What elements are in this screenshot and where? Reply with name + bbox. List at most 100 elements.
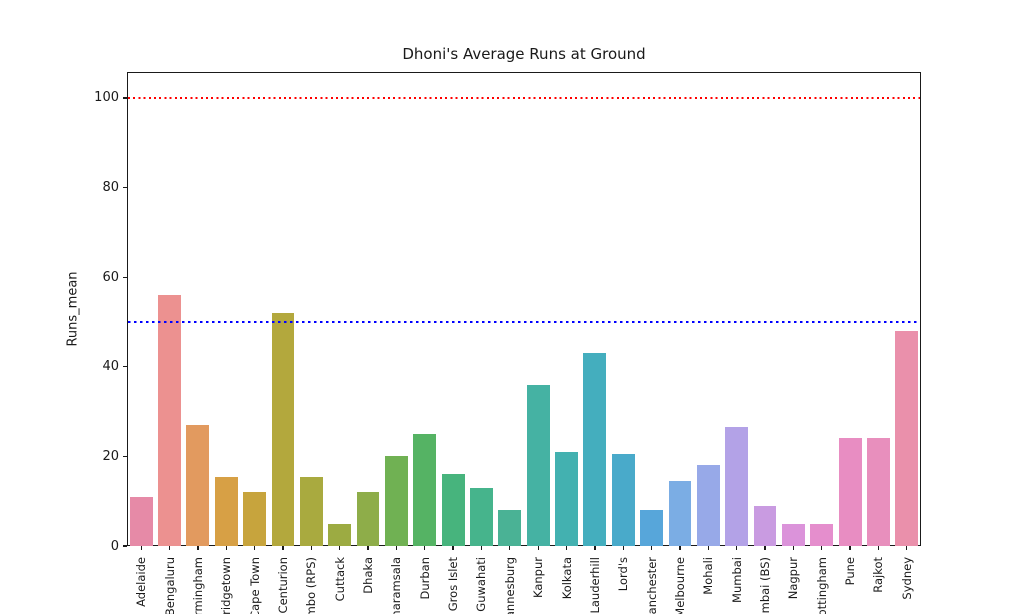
x-tick-mark <box>792 546 795 550</box>
reference-century-line <box>128 96 920 99</box>
bar <box>810 523 834 546</box>
x-tick-label: Mumbai (BS) <box>758 557 773 614</box>
x-tick-label: Adelaide <box>134 557 149 607</box>
y-tick-mark <box>123 545 127 547</box>
bar <box>158 295 181 546</box>
x-tick-label: Cape Town <box>247 557 262 614</box>
y-tick-label: 20 <box>102 448 119 464</box>
x-tick-mark <box>679 546 681 550</box>
x-tick-mark <box>310 546 312 550</box>
bar <box>498 510 522 546</box>
x-tick-mark <box>594 546 596 550</box>
x-tick-mark <box>764 546 766 550</box>
bar <box>895 330 919 546</box>
x-tick-label: Nottingham <box>814 557 829 614</box>
bar <box>611 454 635 546</box>
x-tick-label: Cuttack <box>332 557 347 602</box>
x-tick-label: Durban <box>417 557 432 600</box>
x-tick-label: Mohali <box>701 557 716 595</box>
bar <box>526 384 550 546</box>
x-tick-label: Lord's <box>616 557 631 592</box>
bar <box>753 505 777 546</box>
x-tick-mark <box>452 546 454 550</box>
x-tick-mark <box>225 546 227 550</box>
x-tick-mark <box>707 546 709 550</box>
x-tick-mark <box>140 546 142 550</box>
x-tick-label: Melbourne <box>672 557 687 614</box>
bar <box>271 313 295 546</box>
bar <box>725 427 749 546</box>
bar <box>867 438 890 546</box>
x-tick-mark <box>622 546 624 550</box>
x-tick-mark <box>395 546 398 550</box>
x-tick-label: Bridgetown <box>219 557 234 614</box>
x-tick-label: Kanpur <box>531 557 546 598</box>
x-tick-mark <box>509 546 511 550</box>
x-tick-label: Kolkata <box>559 557 574 600</box>
x-tick-mark <box>650 546 653 550</box>
y-tick-mark <box>123 186 127 189</box>
y-tick-label: 60 <box>102 269 119 285</box>
x-tick-mark <box>736 546 738 550</box>
bar <box>243 492 266 546</box>
bar <box>781 523 805 546</box>
x-tick-mark <box>877 546 880 550</box>
bar <box>214 476 238 546</box>
y-tick-label: 40 <box>102 359 119 375</box>
x-tick-label: Rajkot <box>871 557 886 593</box>
x-tick-mark <box>197 546 199 550</box>
x-tick-label: Colombo (RPS) <box>304 557 319 614</box>
x-tick-mark <box>424 546 426 550</box>
x-tick-mark <box>849 546 851 550</box>
x-tick-mark <box>253 546 256 550</box>
bar <box>583 353 607 546</box>
x-tick-mark <box>537 546 539 550</box>
chart-title: Dhoni's Average Runs at Ground <box>402 45 646 63</box>
bar <box>555 451 578 546</box>
bar <box>356 492 380 546</box>
x-tick-label: Mumbai <box>729 557 744 603</box>
x-tick-label: Johannesburg <box>502 557 517 614</box>
bar <box>299 476 323 546</box>
x-tick-label: Dharamsala <box>389 557 404 614</box>
bar <box>328 523 352 546</box>
x-tick-label: Birmingham <box>190 557 205 614</box>
bar <box>186 425 210 546</box>
y-tick-mark <box>123 276 127 278</box>
y-tick-mark <box>123 455 127 458</box>
x-tick-mark <box>480 546 483 550</box>
x-tick-label: Guwahati <box>474 557 489 612</box>
y-tick-label: 80 <box>102 180 119 196</box>
bar <box>696 465 720 546</box>
y-tick-mark <box>123 97 127 99</box>
x-tick-mark <box>565 546 568 550</box>
plot-area <box>127 72 921 546</box>
x-tick-mark <box>168 546 171 550</box>
x-tick-mark <box>282 546 284 550</box>
x-tick-label: Sydney <box>899 557 914 600</box>
x-tick-label: Pune <box>843 557 858 586</box>
bar <box>470 487 493 546</box>
reference-fifty-line <box>128 320 920 324</box>
x-tick-label: Dhaka <box>361 557 376 594</box>
x-tick-mark <box>906 546 908 550</box>
bar <box>640 510 663 546</box>
x-tick-mark <box>367 546 369 550</box>
bar <box>668 481 692 546</box>
x-tick-label: Centurion <box>275 557 290 614</box>
x-tick-label: Nagpur <box>786 557 801 600</box>
bar <box>384 456 408 546</box>
y-tick-label: 100 <box>94 90 119 106</box>
x-tick-label: Lauderhill <box>587 557 602 614</box>
x-tick-mark <box>339 546 341 550</box>
x-tick-mark <box>821 546 823 550</box>
x-tick-label: Bengaluru <box>162 557 177 614</box>
bar <box>129 496 153 546</box>
bar <box>838 438 862 546</box>
bar <box>441 474 465 546</box>
x-tick-label: Manchester <box>644 557 659 614</box>
y-tick-label: 0 <box>110 538 119 554</box>
x-tick-label: Gros Islet <box>446 557 461 612</box>
bar <box>413 433 437 546</box>
